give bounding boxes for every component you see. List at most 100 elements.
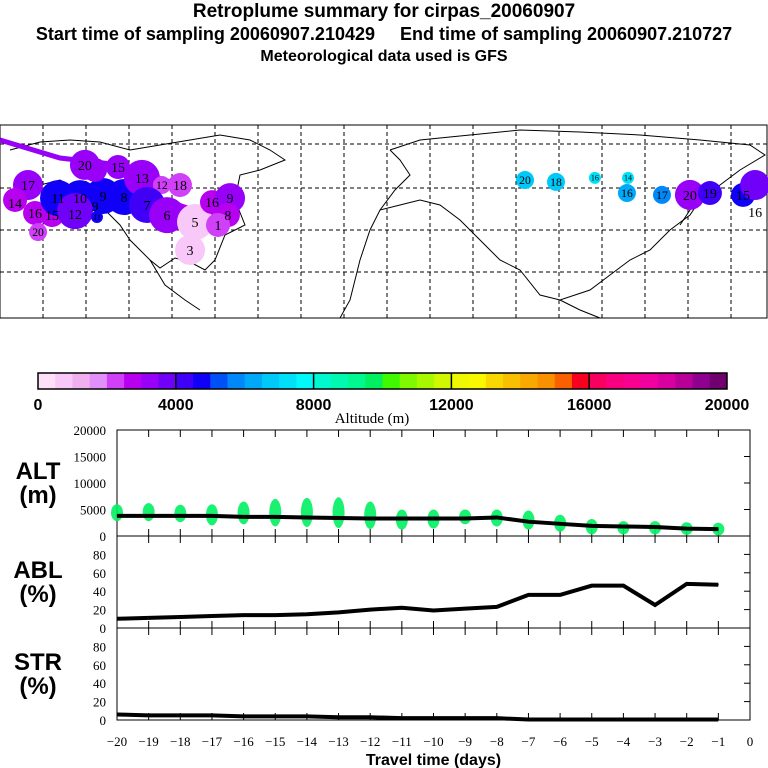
colorbar-cell <box>141 373 160 389</box>
plume-marker <box>697 181 722 206</box>
x-tick-label: −12 <box>360 734 380 749</box>
data-point <box>116 713 118 715</box>
colorbar-tick-label: 4000 <box>158 397 194 414</box>
plume-marker-label: 12 <box>68 208 82 223</box>
colorbar-cell <box>554 373 573 389</box>
plume-marker-label: 9 <box>227 192 234 207</box>
y-tick-label: 10000 <box>74 476 107 491</box>
panel-alt: 0 5000 10000 15000 20000 ALT (m) <box>16 423 751 544</box>
particle-spread <box>364 501 377 530</box>
data-point <box>433 518 434 520</box>
data-point <box>654 719 656 721</box>
colorbar-cell <box>485 373 504 389</box>
series-line-str <box>116 712 719 722</box>
colorbar-cell <box>451 373 470 389</box>
plume-marker-label: 14 <box>8 197 22 212</box>
panel-ylabel: ABL (%) <box>13 557 62 608</box>
plume-marker-label: 15 <box>111 161 125 176</box>
plume-marker <box>152 176 171 195</box>
plume-marker-label: 18 <box>550 176 562 189</box>
y-tick-label: 60 <box>93 566 106 581</box>
data-point <box>211 515 213 517</box>
data-point <box>369 716 371 718</box>
panel-frame <box>116 627 751 721</box>
colorbar-cell <box>416 373 435 389</box>
plume-marker-label: 16 <box>748 206 762 221</box>
data-point <box>622 585 624 587</box>
colorbar-cell <box>658 373 676 389</box>
plume-marker <box>588 171 601 184</box>
colorbar-cell <box>106 373 125 389</box>
plume-marker-label: 3 <box>187 244 194 259</box>
data-point <box>211 615 213 617</box>
colorbar-tick-label: 20000 <box>705 397 750 414</box>
plume-marker-label: 9 <box>99 190 106 205</box>
data-point <box>274 715 276 717</box>
plume-marker-label: 20 <box>519 174 531 187</box>
colorbar-cell <box>503 373 521 389</box>
y-tick-label: 40 <box>93 584 106 599</box>
x-tick-label: −17 <box>202 734 223 749</box>
altitude-colorbar: 0 4000 8000 12000 16000 20000 Altitude (m) <box>34 372 750 427</box>
data-point <box>338 611 340 613</box>
x-tick-label: −4 <box>616 734 630 749</box>
colorbar-cell <box>675 373 694 389</box>
data-point <box>274 614 276 616</box>
colorbar-cell <box>175 373 194 389</box>
particle-spread <box>269 498 282 527</box>
plume-marker-label: 13 <box>135 172 149 187</box>
x-tick-label: −16 <box>233 734 254 749</box>
y-tick-label: 0 <box>100 713 107 728</box>
y-tick-label: 60 <box>93 658 106 673</box>
data-point <box>306 516 308 518</box>
plume-marker-label: 6 <box>164 209 171 224</box>
plume-marker-label: 8 <box>224 209 231 224</box>
plume-marker <box>622 171 635 184</box>
plume-marker-label: 20 <box>32 226 44 239</box>
map-frame <box>0 124 768 319</box>
data-point <box>401 607 403 609</box>
plume-marker <box>83 157 108 182</box>
data-point <box>179 616 181 618</box>
data-point <box>338 716 340 718</box>
plume-marker-label: 11 <box>93 213 101 222</box>
plume-marker-label: 1 <box>215 219 222 234</box>
plume-marker <box>177 204 214 241</box>
colorbar-cell <box>399 373 418 389</box>
y-tick-label: 0 <box>100 621 107 636</box>
plume-marker <box>3 187 28 212</box>
colorbar-cell <box>606 373 625 389</box>
y-tick-label: 20 <box>93 603 106 618</box>
particle-spread <box>174 504 187 523</box>
data-point <box>306 715 308 717</box>
plume-marker <box>206 212 231 237</box>
data-point <box>369 518 371 520</box>
plume-marker <box>546 172 565 191</box>
plume-marker <box>175 234 206 265</box>
data-point <box>401 518 403 520</box>
data-point <box>717 584 719 586</box>
colorbar-cell <box>348 373 366 389</box>
plume-marker-label: 5 <box>192 216 199 231</box>
colorbar-label: Altitude (m) <box>335 411 410 427</box>
colorbar-cell <box>382 373 401 389</box>
time-series-panels: 0 5000 10000 15000 20000 ALT (m) 0 20 40 60 80 ABL (%… <box>13 423 753 768</box>
x-tick-label: −6 <box>553 734 567 749</box>
x-tick-label: −3 <box>648 734 662 749</box>
colorbar-cell <box>55 373 73 389</box>
data-point <box>527 594 529 596</box>
data-point <box>591 525 593 527</box>
y-tick-label: 20000 <box>74 423 107 438</box>
colorbar-cell <box>692 373 711 389</box>
data-point <box>559 594 561 596</box>
data-point <box>622 719 624 721</box>
colorbar-cell <box>330 373 349 389</box>
plume-marker-label: 15 <box>736 189 750 204</box>
panel-abl: 0 20 40 60 80 ABL (%) <box>13 535 751 636</box>
plume-marker-label: 11 <box>51 192 64 207</box>
particle-spread <box>300 497 313 527</box>
plume-marker-label: 18 <box>173 179 187 194</box>
x-tick-label: −14 <box>297 734 318 749</box>
